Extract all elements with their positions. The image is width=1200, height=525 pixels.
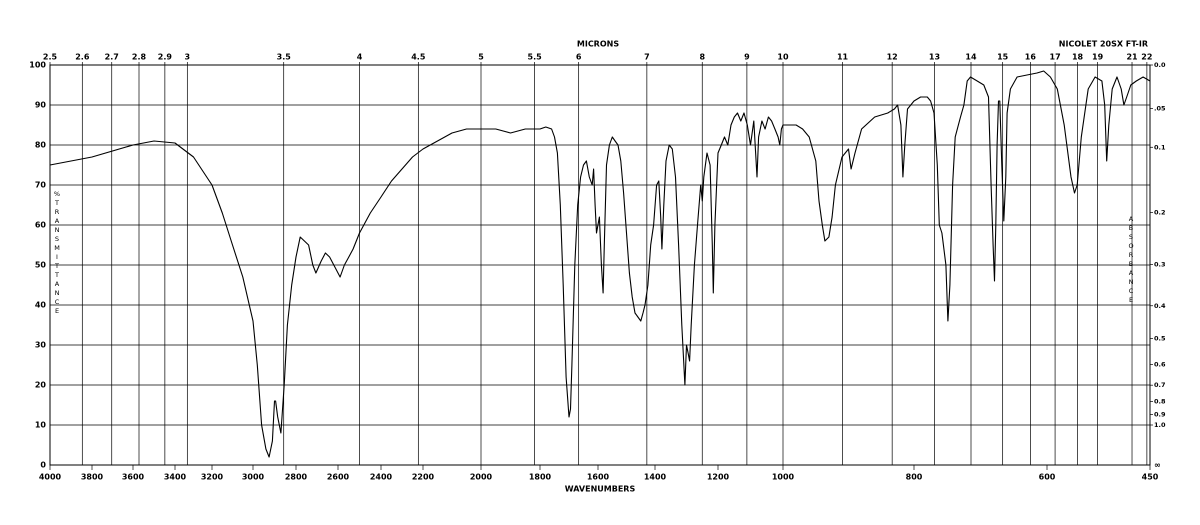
y-tick-label: 40 bbox=[35, 301, 47, 310]
x2-tick-label: 3.5 bbox=[277, 53, 292, 62]
x2-tick-label: 21 bbox=[1126, 53, 1138, 62]
x2-tick-label: 8 bbox=[699, 53, 705, 62]
x-tick-label: 2800 bbox=[285, 473, 308, 482]
x2-tick-label: 18 bbox=[1072, 53, 1084, 62]
y2-tick-label: .05 bbox=[1154, 104, 1166, 112]
y-tick-label: 10 bbox=[35, 421, 47, 430]
y-tick-label: 50 bbox=[35, 261, 47, 270]
chart-title: MICRONS bbox=[577, 40, 619, 49]
y2-tick-label: 0.1 bbox=[1154, 143, 1166, 151]
y2-tick-label: 1.0 bbox=[1154, 421, 1166, 429]
x-tick-label: 3200 bbox=[201, 473, 224, 482]
y2-tick-label: 0.3 bbox=[1154, 261, 1166, 269]
x-tick-label: 1200 bbox=[707, 473, 730, 482]
x-tick-label: 1600 bbox=[587, 473, 610, 482]
y-tick-label: 0 bbox=[40, 461, 46, 470]
y2-tick-label: 0.2 bbox=[1154, 209, 1166, 217]
x2-tick-label: 6 bbox=[576, 53, 582, 62]
y-axis-title: %TRANSMITTANCE bbox=[53, 190, 61, 316]
x-tick-label: 450 bbox=[1142, 473, 1159, 482]
x-tick-label: 3000 bbox=[242, 473, 265, 482]
x-axis-title: WAVENUMBERS bbox=[565, 485, 636, 494]
x2-tick-label: 7 bbox=[644, 53, 650, 62]
x2-tick-label: 22 bbox=[1141, 53, 1152, 62]
y-tick-label: 70 bbox=[35, 181, 47, 190]
x2-tick-label: 10 bbox=[777, 53, 789, 62]
x2-tick-label: 11 bbox=[837, 53, 849, 62]
x-tick-label: 2400 bbox=[370, 473, 393, 482]
y2-tick-label: 0.0 bbox=[1154, 61, 1166, 69]
x2-tick-label: 3 bbox=[185, 53, 191, 62]
x2-tick-label: 2.9 bbox=[158, 53, 173, 62]
x-tick-label: 1400 bbox=[644, 473, 667, 482]
instrument-label: NICOLET 20SX FT-IR bbox=[1059, 40, 1148, 49]
x2-tick-label: 17 bbox=[1050, 53, 1061, 62]
x2-tick-label: 2.8 bbox=[132, 53, 147, 62]
y2-tick-label: 0.4 bbox=[1154, 302, 1166, 310]
y-tick-label: 60 bbox=[35, 221, 47, 230]
x-tick-label: 4000 bbox=[39, 473, 62, 482]
x2-tick-label: 2.7 bbox=[105, 53, 119, 62]
y2-tick-label: 0.7 bbox=[1154, 381, 1166, 389]
x-tick-label: 1000 bbox=[772, 473, 795, 482]
y-tick-label: 20 bbox=[35, 381, 47, 390]
x2-tick-label: 14 bbox=[965, 53, 977, 62]
y2-tick-label: 0.5 bbox=[1154, 335, 1166, 343]
x2-tick-label: 2.6 bbox=[75, 53, 90, 62]
x-tick-label: 3400 bbox=[164, 473, 187, 482]
x-tick-label: 2000 bbox=[470, 473, 493, 482]
y2-axis-title: ABSORBANCE bbox=[1127, 215, 1135, 305]
y2-tick-label: 0.8 bbox=[1154, 398, 1166, 406]
x2-tick-label: 4.5 bbox=[411, 53, 426, 62]
y2-tick-label: 0.9 bbox=[1154, 411, 1166, 419]
x-tick-label: 1800 bbox=[529, 473, 552, 482]
y-tick-label: 100 bbox=[29, 61, 46, 70]
x2-tick-label: 2.5 bbox=[43, 53, 58, 62]
y2-tick-label: ∞ bbox=[1154, 461, 1161, 470]
x-tick-label: 3600 bbox=[122, 473, 145, 482]
x-tick-label: 600 bbox=[1039, 473, 1056, 482]
x2-tick-label: 12 bbox=[887, 53, 898, 62]
spectrum-line bbox=[49, 70, 1151, 458]
y-tick-label: 90 bbox=[35, 101, 47, 110]
x-tick-label: 3800 bbox=[81, 473, 104, 482]
x2-tick-label: 4 bbox=[357, 53, 363, 62]
x2-tick-label: 15 bbox=[997, 53, 1009, 62]
x2-tick-label: 5.5 bbox=[528, 53, 543, 62]
x2-tick-label: 16 bbox=[1025, 53, 1037, 62]
x-tick-label: 800 bbox=[906, 473, 923, 482]
y-tick-label: 30 bbox=[35, 341, 47, 350]
x2-tick-label: 9 bbox=[744, 53, 750, 62]
y2-tick-label: 0.6 bbox=[1154, 361, 1166, 369]
x2-tick-label: 13 bbox=[929, 53, 940, 62]
x-tick-label: 2200 bbox=[412, 473, 435, 482]
x-tick-label: 2600 bbox=[327, 473, 350, 482]
x2-tick-label: 5 bbox=[478, 53, 484, 62]
y-tick-label: 80 bbox=[35, 141, 47, 150]
x2-tick-label: 19 bbox=[1092, 53, 1104, 62]
